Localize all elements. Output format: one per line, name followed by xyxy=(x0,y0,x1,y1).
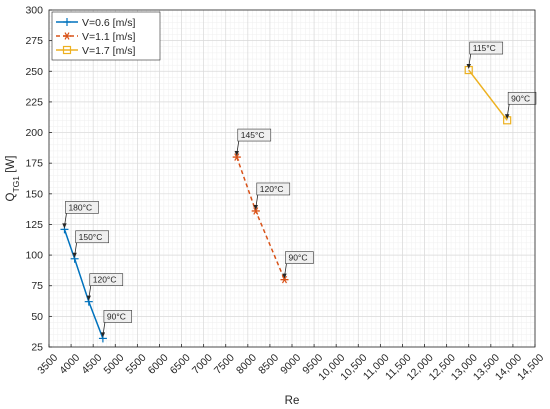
x-tick-label: 8000 xyxy=(234,352,259,377)
y-axis-title: QTG1 [W] xyxy=(5,156,21,202)
marker-stroke xyxy=(62,45,72,55)
x-tick-labels: 3500400045005000550060006500700075008000… xyxy=(35,344,546,383)
series-layer xyxy=(60,65,512,343)
series-line-1 xyxy=(63,229,104,339)
annotation-label: 120°C xyxy=(93,275,117,285)
y-tick-labels: 25 50 75 100 125 150 175 200 225 250 275 300 xyxy=(25,5,52,354)
annotation-arrowhead xyxy=(86,295,91,301)
annotation-label: 145°C xyxy=(241,130,265,140)
y-axis-title-main: Q xyxy=(5,192,17,201)
legend: V=0.6 [m/s] V=1.1 [m/s] V=1.7 [m/s] xyxy=(51,11,161,61)
annotation-arrowhead xyxy=(234,151,239,157)
annotation-2-1: 145°C xyxy=(234,128,272,157)
annotation-layer: 180°C 150°C 120°C 90°C 145°C 120°C 90°C 115°C 90… xyxy=(62,41,537,338)
annotation-label: 90°C xyxy=(107,311,126,321)
annotation-box xyxy=(65,201,99,214)
annotation-1-3: 120°C xyxy=(86,273,124,301)
annotation-label: 90°C xyxy=(511,93,530,103)
annotation-arrowhead xyxy=(100,332,106,338)
y-tick-label: 275 xyxy=(25,35,43,47)
annotation-label: 120°C xyxy=(260,184,284,194)
annotation-box xyxy=(89,273,124,286)
annotation-box xyxy=(256,182,291,196)
x-tick-label: 4500 xyxy=(79,352,104,377)
series-2-point xyxy=(280,275,289,284)
annotation-1-2: 150°C xyxy=(72,230,109,258)
legend-marker-1 xyxy=(63,18,71,26)
x-tick-label: 7500 xyxy=(212,352,237,377)
y-tick-label: 50 xyxy=(31,311,43,323)
legend-marker-2 xyxy=(63,32,71,40)
y-axis-title-unit: [W] xyxy=(5,156,17,176)
y-tick-label: 25 xyxy=(31,342,43,354)
annotation-box xyxy=(75,230,109,244)
x-tick-label: 4000 xyxy=(57,352,82,377)
y-tick-label: 300 xyxy=(25,5,43,17)
annotation-label: 90°C xyxy=(288,253,307,263)
legend-marker-3 xyxy=(62,45,72,55)
x-tick-label: 5500 xyxy=(124,352,149,377)
annotation-1-4: 90°C xyxy=(100,310,133,338)
annotation-arrowhead xyxy=(504,114,510,120)
y-tick-label: 150 xyxy=(25,188,43,200)
series-line-3 xyxy=(468,69,508,121)
annotation-label: 115°C xyxy=(473,43,496,53)
annotation-box xyxy=(237,128,272,142)
legend-label-1: V=0.6 [m/s] xyxy=(82,17,135,29)
y-tick-label: 125 xyxy=(25,219,43,231)
y-axis-title-subscript: TG1 xyxy=(11,176,21,193)
y-tick-label: 250 xyxy=(25,66,43,78)
x-tick-label: 8500 xyxy=(256,352,281,377)
x-axis-title: Re xyxy=(285,395,300,407)
x-tick-label: 7000 xyxy=(190,352,215,377)
x-tick-label: 3500 xyxy=(35,352,60,377)
annotation-3-2: 90°C xyxy=(504,91,537,120)
annotation-box xyxy=(507,91,537,105)
annotation-box xyxy=(103,310,133,323)
x-tick-label: 6000 xyxy=(146,352,171,377)
series-2-point xyxy=(232,153,241,161)
annotation-arrowhead xyxy=(466,64,471,70)
y-tick-label: 75 xyxy=(31,280,43,292)
annotation-arrowhead xyxy=(72,252,77,258)
x-tick-label: 9000 xyxy=(278,352,303,377)
series-2-point xyxy=(251,207,260,215)
y-tick-label: 225 xyxy=(25,96,43,108)
annotation-1-1: 180°C xyxy=(62,201,99,229)
y-tick-label: 175 xyxy=(25,158,43,170)
annotation-box xyxy=(469,41,504,55)
annotation-2-2: 120°C xyxy=(253,182,291,210)
annotation-box xyxy=(285,251,314,264)
legend-label-3: V=1.7 [m/s] xyxy=(82,45,135,57)
y-tick-label: 100 xyxy=(25,250,43,262)
x-tick-label: 6500 xyxy=(168,352,193,377)
annotation-arrowhead xyxy=(282,273,287,279)
legend-label-2: V=1.1 [m/s] xyxy=(82,31,135,43)
annotation-label: 180°C xyxy=(68,202,92,212)
annotation-arrowhead xyxy=(62,223,67,229)
y-tick-label: 200 xyxy=(25,127,43,139)
annotation-arrowhead xyxy=(253,204,258,210)
x-tick-label: 5000 xyxy=(101,352,126,377)
annotation-2-3: 90°C xyxy=(282,251,314,279)
annotation-3-1: 115°C xyxy=(466,41,504,70)
annotation-label: 150°C xyxy=(79,232,103,242)
